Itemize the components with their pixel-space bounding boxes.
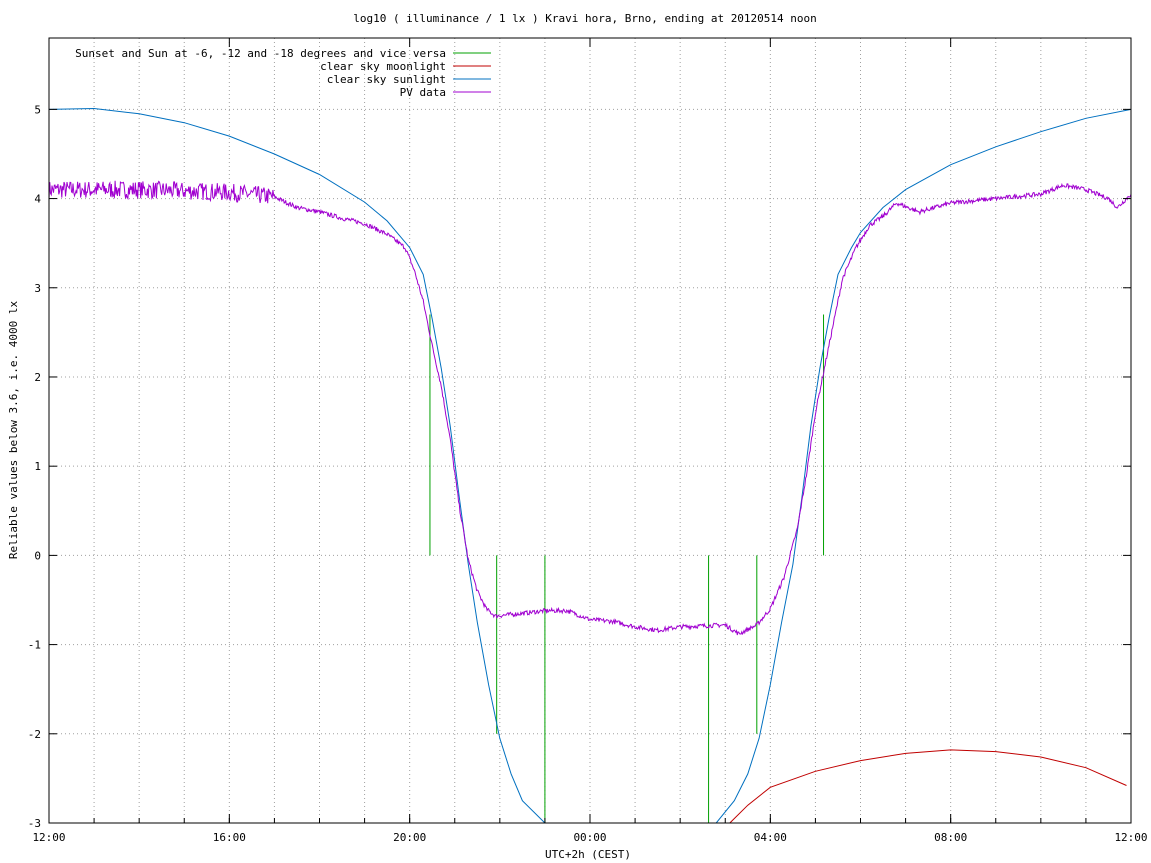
- legend: Sunset and Sun at -6, -12 and -18 degree…: [75, 47, 491, 99]
- series-3: [48, 180, 1132, 636]
- tick-label-y: -3: [28, 817, 41, 830]
- legend-label: clear sky moonlight: [320, 60, 446, 73]
- tick-label-x: 08:00: [934, 831, 967, 844]
- series-0: [429, 314, 825, 823]
- y-axis-label: Reliable values below 3.6, i.e. 4000 lx: [7, 300, 20, 559]
- legend-label: PV data: [400, 86, 446, 99]
- tick-label-x: 00:00: [573, 831, 606, 844]
- tick-label-y: -2: [28, 728, 41, 741]
- tick-label-y: 4: [34, 193, 41, 206]
- series-1: [729, 749, 1127, 824]
- tick-label-x: 12:00: [1114, 831, 1147, 844]
- chart-title: log10 ( illuminance / 1 lx ) Kravi hora,…: [353, 12, 817, 25]
- series-line: [48, 180, 1132, 636]
- tick-label-y: -1: [28, 639, 41, 652]
- tick-label-x: 04:00: [754, 831, 787, 844]
- series-line: [729, 749, 1127, 824]
- tick-label-y: 0: [34, 549, 41, 562]
- x-axis-label: UTC+2h (CEST): [545, 848, 631, 861]
- tick-label-x: 20:00: [393, 831, 426, 844]
- tick-label-y: 5: [34, 103, 41, 116]
- tick-label-x: 12:00: [32, 831, 65, 844]
- legend-label: clear sky sunlight: [327, 73, 446, 86]
- tick-label-x: 16:00: [213, 831, 246, 844]
- tick-label-y: 2: [34, 371, 41, 384]
- tick-label-y: 3: [34, 282, 41, 295]
- grid: [49, 38, 1131, 823]
- tick-label-y: 1: [34, 460, 41, 473]
- legend-label: Sunset and Sun at -6, -12 and -18 degree…: [75, 47, 446, 60]
